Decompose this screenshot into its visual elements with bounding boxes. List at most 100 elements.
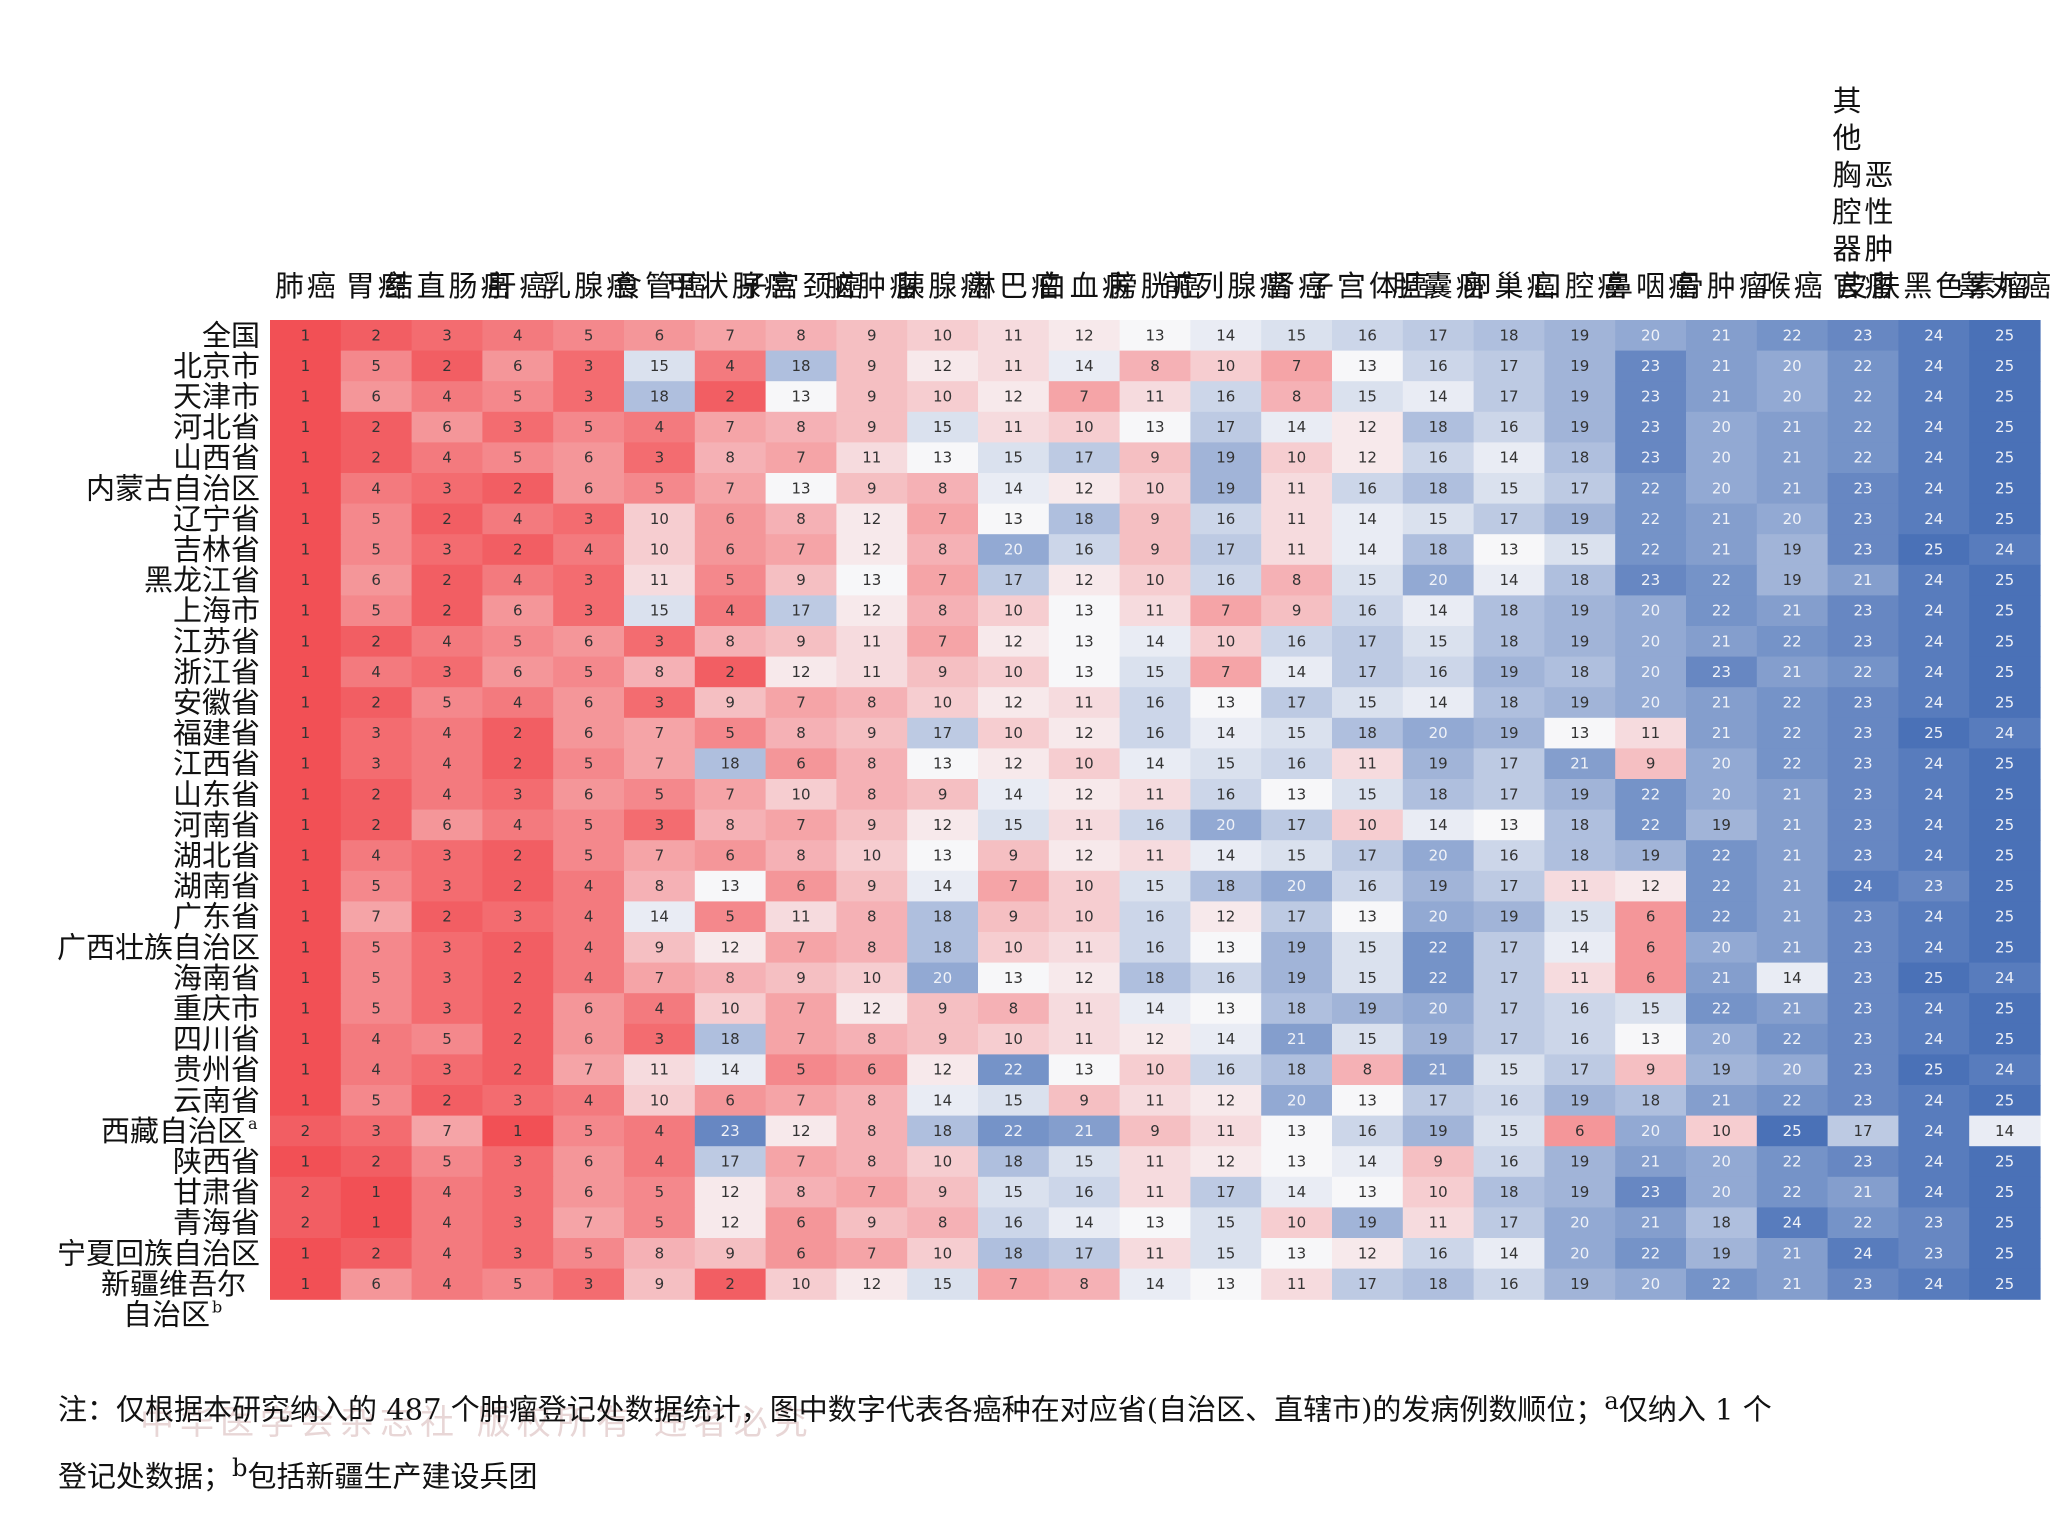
heatmap-cell bbox=[1190, 442, 1262, 474]
heatmap-cell bbox=[1827, 1085, 1899, 1117]
heatmap-cell bbox=[411, 320, 483, 352]
heatmap-cell bbox=[624, 748, 696, 780]
heatmap-cell bbox=[1190, 1115, 1262, 1147]
heatmap-cell bbox=[482, 1146, 554, 1178]
column-header-22: 喉癌 bbox=[1762, 269, 1823, 303]
heatmap-cell bbox=[1686, 595, 1758, 627]
column-header-char: 癌 bbox=[1298, 269, 1327, 303]
heatmap-cell bbox=[1544, 381, 1616, 413]
heatmap-cell bbox=[553, 840, 625, 872]
heatmap-cell bbox=[1898, 534, 1970, 566]
heatmap-cell-label: 15 bbox=[1499, 1122, 1518, 1140]
heatmap-cell-label: 6 bbox=[725, 1091, 735, 1109]
heatmap-cell-label: 4 bbox=[584, 938, 594, 956]
heatmap-cell-label: 23 bbox=[1924, 1214, 1943, 1232]
heatmap-cell bbox=[978, 534, 1050, 566]
heatmap-cell bbox=[270, 1054, 342, 1086]
heatmap-cell bbox=[1898, 717, 1970, 749]
heatmap-cell-label: 10 bbox=[1004, 938, 1023, 956]
column-header-char: 管 bbox=[645, 269, 674, 303]
heatmap-cell bbox=[270, 962, 342, 994]
heatmap-cell-label: 14 bbox=[1216, 326, 1235, 344]
heatmap-cell bbox=[1686, 503, 1758, 535]
heatmap-cell bbox=[1119, 503, 1191, 535]
heatmap-cell-label: 14 bbox=[1358, 541, 1377, 559]
heatmap-cell bbox=[836, 473, 908, 505]
heatmap-cell-label: 23 bbox=[1853, 938, 1872, 956]
heatmap-cell-label: 19 bbox=[1641, 847, 1660, 865]
heatmap-cell bbox=[978, 442, 1050, 474]
heatmap-cell-label: 21 bbox=[1783, 938, 1802, 956]
heatmap-cell bbox=[553, 656, 625, 688]
heatmap-cell-label: 3 bbox=[442, 326, 452, 344]
heatmap-cell-label: 14 bbox=[1287, 418, 1306, 436]
heatmap-cell bbox=[1898, 932, 1970, 964]
heatmap-cell bbox=[1827, 626, 1899, 658]
heatmap-cell bbox=[907, 595, 979, 627]
row-label-18: 湖北省 bbox=[173, 839, 260, 873]
row-label-text: 北京市 bbox=[173, 349, 260, 383]
heatmap-cell-label: 7 bbox=[725, 326, 735, 344]
heatmap-cell bbox=[1261, 381, 1333, 413]
column-header-char: 肠 bbox=[448, 269, 477, 303]
heatmap-cell bbox=[1969, 932, 2041, 964]
heatmap-cell bbox=[270, 503, 342, 535]
heatmap-cell-label: 12 bbox=[1075, 571, 1094, 589]
heatmap-cell-label: 18 bbox=[1499, 1183, 1518, 1201]
heatmap-cell bbox=[1402, 411, 1475, 443]
heatmap-cell bbox=[624, 656, 696, 688]
heatmap-cell-label: 15 bbox=[1499, 1061, 1518, 1079]
heatmap-cell bbox=[624, 442, 696, 474]
heatmap-cell bbox=[836, 748, 908, 780]
heatmap-cell bbox=[340, 840, 413, 872]
heatmap-cell-label: 19 bbox=[1570, 510, 1589, 528]
heatmap-cell-label: 22 bbox=[1429, 969, 1448, 987]
row-label-text: 青海省 bbox=[173, 1206, 260, 1240]
heatmap-cell-label: 14 bbox=[1429, 602, 1448, 620]
heatmap-cell-label: 4 bbox=[442, 1214, 452, 1232]
heatmap-cell-label: 21 bbox=[1783, 602, 1802, 620]
heatmap-cell bbox=[836, 687, 908, 719]
heatmap-cell bbox=[907, 1085, 979, 1117]
heatmap-cell-label: 10 bbox=[1429, 1183, 1448, 1201]
heatmap-cell-label: 18 bbox=[1641, 1091, 1660, 1109]
heatmap-cell bbox=[1048, 1238, 1121, 1270]
heatmap-cell bbox=[907, 381, 979, 413]
heatmap-cell-label: 18 bbox=[1499, 632, 1518, 650]
heatmap-cell bbox=[1473, 901, 1545, 933]
heatmap-cell-label: 5 bbox=[584, 755, 594, 773]
heatmap-cell bbox=[340, 411, 413, 443]
heatmap-cell-label: 14 bbox=[1429, 816, 1448, 834]
heatmap-cell-label: 4 bbox=[655, 1153, 665, 1171]
column-header-10: 胰腺癌 bbox=[896, 269, 989, 303]
row-label-16: 山东省 bbox=[173, 777, 260, 811]
column-header-char: 癌 bbox=[1259, 269, 1288, 303]
row-label-14: 福建省 bbox=[173, 716, 260, 750]
heatmap-cell bbox=[1827, 779, 1899, 811]
column-header-char: 状 bbox=[700, 269, 729, 303]
heatmap-cell-label: 3 bbox=[655, 694, 665, 712]
heatmap-cell bbox=[624, 320, 696, 352]
heatmap-cell-label: 12 bbox=[933, 357, 952, 375]
heatmap-cell-label: 5 bbox=[584, 847, 594, 865]
heatmap-cell-label: 10 bbox=[1712, 1122, 1731, 1140]
heatmap-cell bbox=[1332, 748, 1404, 780]
heatmap-cell bbox=[1190, 411, 1262, 443]
heatmap-cell-label: 13 bbox=[1499, 541, 1518, 559]
heatmap-cell bbox=[836, 1115, 908, 1147]
heatmap-cell-label: 20 bbox=[1712, 1030, 1731, 1048]
heatmap-cell bbox=[694, 717, 767, 749]
heatmap-cell-label: 11 bbox=[1641, 724, 1660, 742]
row-labels: 全国北京市天津市河北省山西省内蒙古自治区辽宁省吉林省黑龙江省上海市江苏省浙江省安… bbox=[57, 318, 260, 1331]
heatmap-cell bbox=[1969, 1238, 2041, 1270]
heatmap-cell-label: 2 bbox=[513, 541, 523, 559]
heatmap-cell bbox=[1756, 656, 1829, 688]
heatmap-cell-label: 13 bbox=[1075, 1061, 1094, 1079]
heatmap-cell-label: 8 bbox=[938, 541, 948, 559]
heatmap-cell-label: 8 bbox=[1150, 357, 1160, 375]
column-header-char: 膀 bbox=[1108, 269, 1137, 303]
heatmap-cell-label: 11 bbox=[1145, 1183, 1164, 1201]
column-header-char: 睾 bbox=[1958, 269, 1987, 303]
row-label-20: 广东省 bbox=[173, 900, 260, 934]
heatmap-cell-label: 18 bbox=[1287, 1061, 1306, 1079]
